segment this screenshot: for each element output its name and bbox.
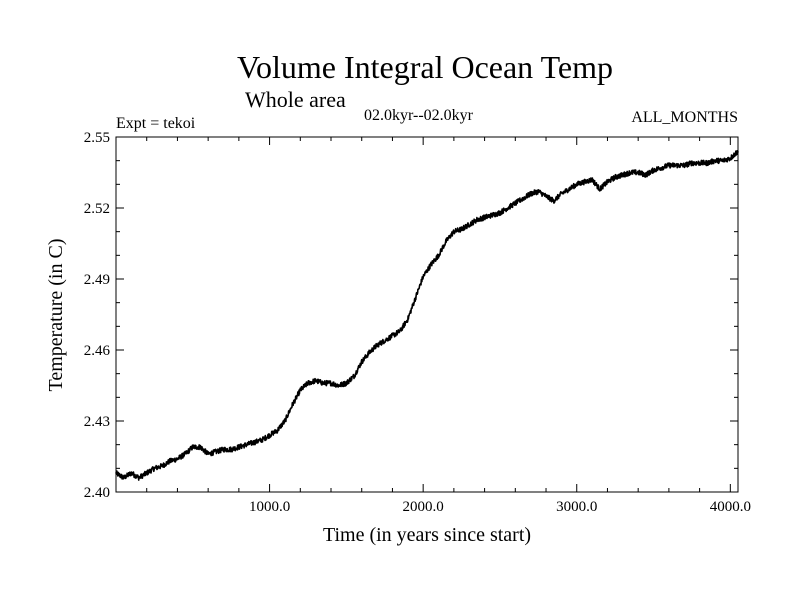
y-tick-label: 2.43 [84,414,110,430]
y-tick-label: 2.55 [84,130,110,146]
y-tick-label: 2.46 [84,343,111,359]
y-tick-label: 2.49 [84,272,110,288]
x-tick-label: 1000.0 [249,499,290,515]
chart-expt-label: Expt = tekoi [116,115,196,132]
y-axis-label: Temperature (in C) [45,239,67,392]
y-tick-label: 2.52 [84,201,110,217]
x-tick-label: 4000.0 [710,499,751,515]
x-tick-label: 2000.0 [403,499,444,515]
chart-title: Volume Integral Ocean Temp [237,49,613,85]
plot-frame [115,136,739,493]
chart-subtitle: Whole area [245,87,346,112]
chart-time-range: 02.0kyr--02.0kyr [364,107,474,124]
axis-ticks [116,137,738,492]
chart-months-label: ALL_MONTHS [631,109,738,126]
x-tick-label: 3000.0 [556,499,597,515]
y-tick-label: 2.40 [84,485,110,501]
x-tick-labels: 1000.0 2000.0 3000.0 4000.0 [249,499,751,515]
series-line-ocean-temp [115,150,739,481]
y-tick-labels: 2.40 2.43 2.46 2.49 2.52 2.55 [84,130,111,501]
x-axis-label: Time (in years since start) [323,524,531,546]
